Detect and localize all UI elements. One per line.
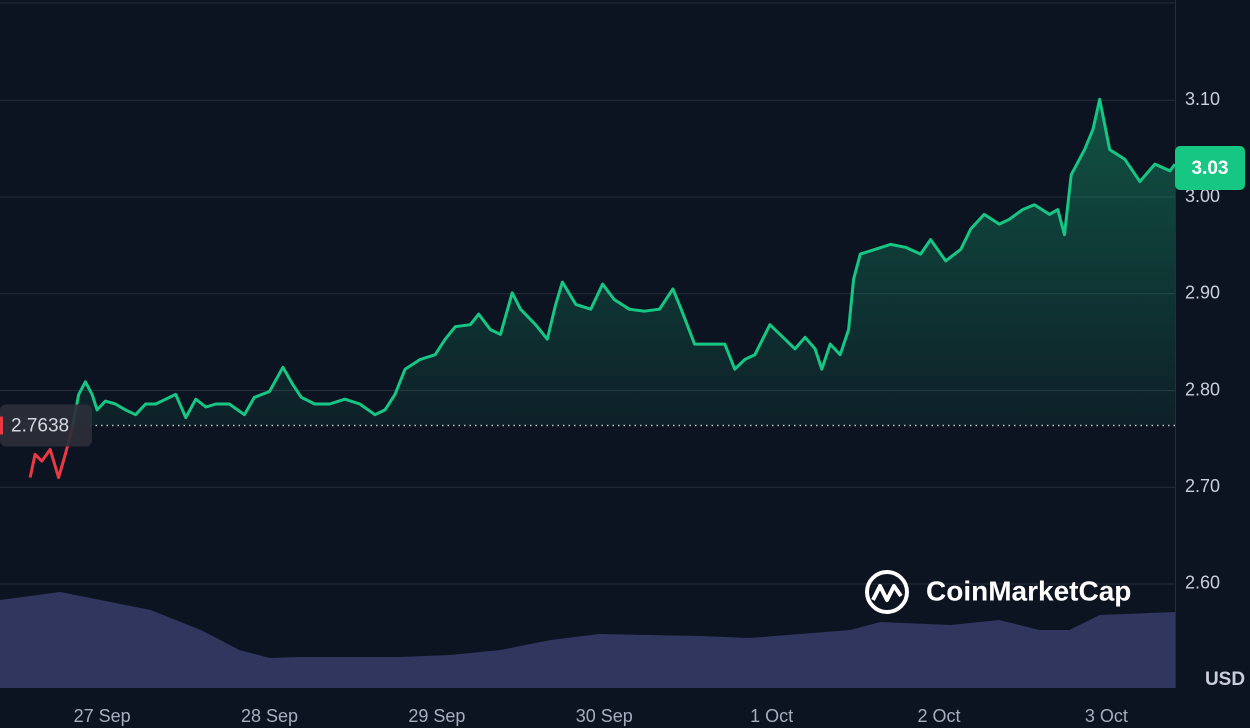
baseline-tag xyxy=(0,404,92,447)
baseline-label: 2.7638 xyxy=(11,416,69,437)
y-tick-label: 3.00 xyxy=(1185,186,1220,206)
logo-mark xyxy=(871,584,903,602)
labels: 2.60 2.70 2.80 2.90 3.00 3.10 27 Sep 28 Sep 29 S… xyxy=(0,89,1245,726)
logo xyxy=(865,570,909,614)
y-tick-label: 3.10 xyxy=(1185,89,1220,109)
x-tick-label: 3 Oct xyxy=(1085,706,1128,726)
x-tick-label: 30 Sep xyxy=(576,706,633,726)
price-area xyxy=(72,99,1175,426)
x-tick-label: 27 Sep xyxy=(74,706,131,726)
x-tick-label: 29 Sep xyxy=(408,706,465,726)
x-tick-label: 28 Sep xyxy=(241,706,298,726)
watermark-text: CoinMarketCap xyxy=(926,575,1131,606)
volume xyxy=(0,592,1175,688)
baseline-tag-marker xyxy=(0,416,3,435)
current-price-tag xyxy=(1175,145,1245,190)
y-tick-label: 2.60 xyxy=(1185,573,1220,593)
y-tick-label: 2.90 xyxy=(1185,283,1220,303)
current-price-label: 3.03 xyxy=(1192,158,1229,179)
x-tick-label: 2 Oct xyxy=(917,706,960,726)
price-line-up xyxy=(71,97,1175,426)
currency-label: USD xyxy=(1205,669,1245,690)
volume-area xyxy=(0,592,1175,688)
x-tick-label: 1 Oct xyxy=(750,706,793,726)
watermark: CoinMarketCap xyxy=(865,570,1131,614)
y-tick-label: 2.80 xyxy=(1185,379,1220,399)
plot xyxy=(28,97,1175,480)
y-tick-label: 2.70 xyxy=(1185,476,1220,496)
